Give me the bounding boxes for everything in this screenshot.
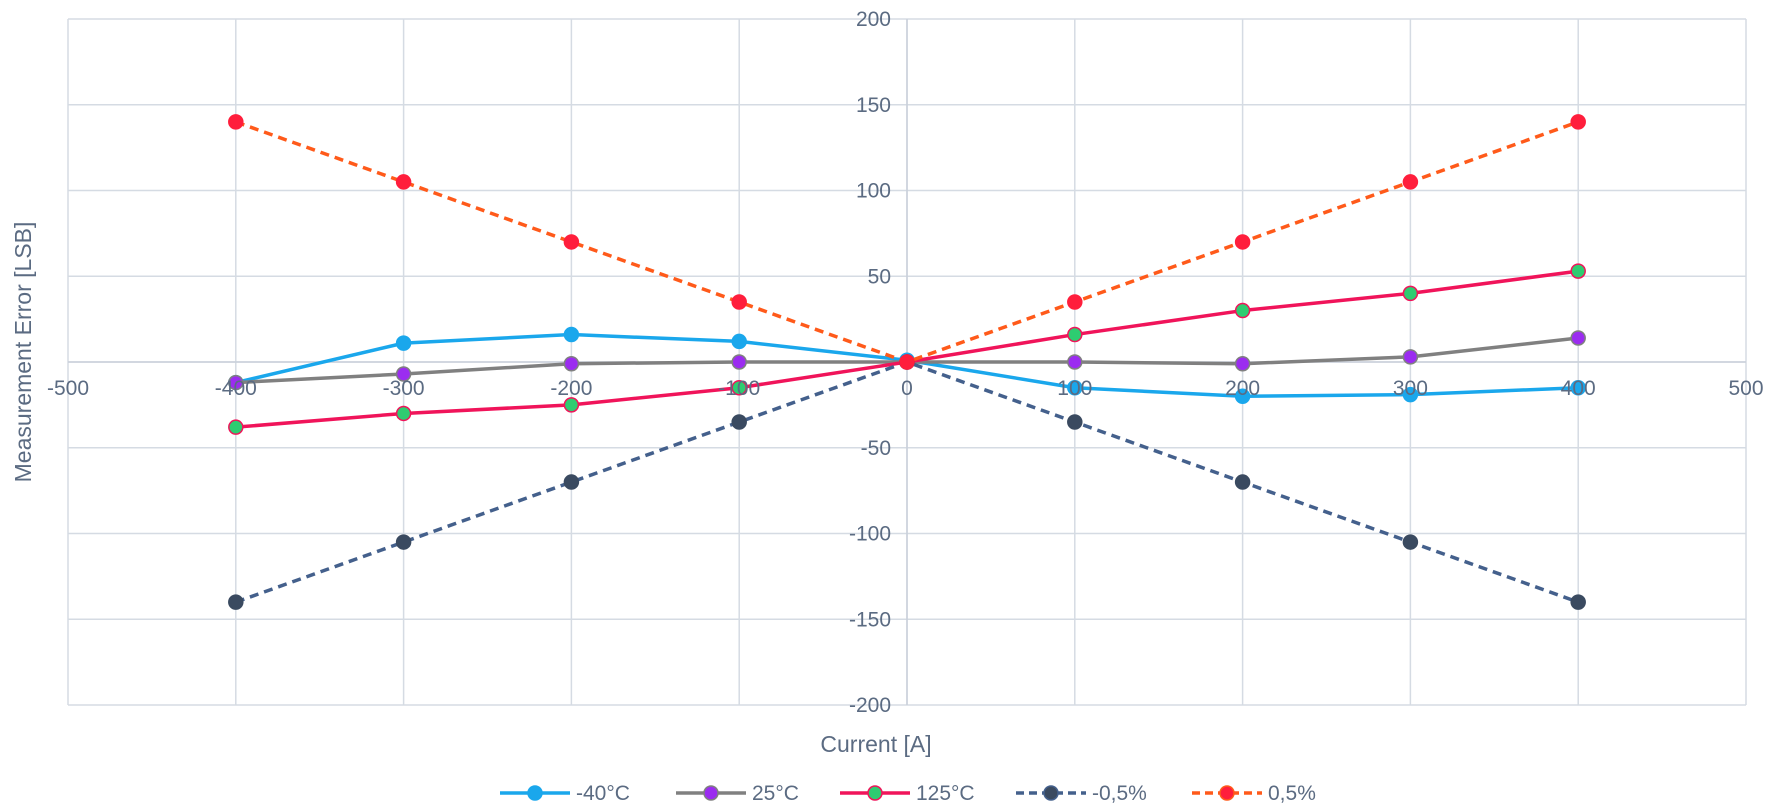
data-point — [1570, 263, 1586, 279]
data-point — [731, 379, 747, 396]
y-tick-label: 100 — [856, 180, 891, 203]
y-axis-title: Measurement Error [LSB] — [10, 222, 36, 483]
x-tick-label: 500 — [1728, 377, 1763, 400]
data-point — [899, 354, 915, 370]
series-5 — [228, 114, 1586, 370]
data-point — [395, 405, 412, 422]
data-point — [731, 333, 747, 350]
legend-swatch-marker — [1219, 785, 1235, 801]
legend-swatch-marker — [867, 785, 883, 801]
legend-label: -40°C — [576, 782, 630, 805]
x-tick-label: -300 — [383, 377, 425, 400]
data-point — [1234, 234, 1251, 250]
data-point — [1234, 474, 1251, 490]
tick-labels: -500 -400 -300 -200 -100 0 100 200 300 400 500 -200… — [47, 8, 1764, 717]
data-point — [395, 366, 412, 382]
series-layer — [228, 114, 1586, 610]
legend-swatch-marker — [527, 785, 543, 801]
x-tick-label: 300 — [1393, 377, 1428, 400]
x-tick-label: -200 — [550, 377, 592, 400]
data-point — [1402, 174, 1419, 190]
y-tick-label: -50 — [861, 437, 891, 460]
data-point — [563, 326, 580, 343]
data-point — [731, 294, 747, 310]
data-point — [228, 594, 244, 610]
data-point — [563, 397, 580, 413]
legend-item-5: 0,5% — [1192, 782, 1316, 805]
legend-item-2: 25°C — [676, 782, 799, 805]
legend-swatch-marker — [703, 785, 719, 801]
x-tick-label: 200 — [1225, 377, 1260, 400]
data-point — [1570, 379, 1586, 396]
y-tick-label: 200 — [856, 8, 891, 31]
data-point — [563, 234, 580, 250]
legend-label: -0,5% — [1092, 782, 1147, 805]
legend-item-1: -40°C — [500, 782, 630, 805]
data-point — [1402, 285, 1419, 302]
data-point — [1067, 354, 1083, 370]
data-point — [1234, 302, 1251, 319]
x-tick-label: -500 — [47, 377, 89, 400]
y-tick-label: -200 — [849, 694, 891, 717]
data-point — [563, 474, 580, 490]
data-point — [1067, 326, 1083, 343]
legend: -40°C 25°C 125°C -0,5% 0,5% — [500, 782, 1316, 805]
legend-label: 0,5% — [1268, 782, 1316, 805]
data-point — [395, 174, 412, 190]
data-point — [1402, 534, 1419, 550]
data-point — [563, 355, 580, 372]
x-tick-label: 100 — [1057, 377, 1092, 400]
data-point — [1402, 349, 1419, 365]
data-point — [731, 354, 747, 370]
data-point — [1234, 388, 1251, 405]
x-axis-title: Current [A] — [820, 731, 931, 757]
data-point — [1402, 386, 1419, 403]
x-tick-label: -400 — [215, 377, 257, 400]
legend-item-3: 125°C — [840, 782, 975, 805]
data-point — [1234, 355, 1251, 372]
x-tick-label: -100 — [718, 377, 760, 400]
grid — [67, 18, 1747, 706]
data-point — [228, 419, 244, 435]
data-point — [1570, 330, 1586, 346]
x-tick-label: 400 — [1561, 377, 1596, 400]
data-point — [395, 335, 412, 351]
data-point — [1067, 294, 1083, 310]
data-point — [1570, 594, 1586, 610]
y-tick-label: 150 — [856, 94, 891, 117]
data-point — [1067, 379, 1083, 396]
legend-item-4: -0,5% — [1016, 782, 1147, 805]
data-point — [1570, 114, 1586, 130]
legend-label: 25°C — [752, 782, 799, 805]
x-tick-label: 0 — [901, 377, 913, 400]
y-tick-label: -150 — [849, 608, 891, 631]
data-point — [395, 534, 412, 550]
data-point — [731, 414, 747, 430]
data-point — [228, 374, 244, 391]
y-tick-label: -100 — [849, 523, 891, 546]
data-point — [1067, 414, 1083, 430]
data-point — [228, 114, 244, 130]
legend-swatch-marker — [1043, 785, 1059, 801]
legend-label: 125°C — [916, 782, 975, 805]
y-tick-label: 50 — [868, 265, 891, 288]
